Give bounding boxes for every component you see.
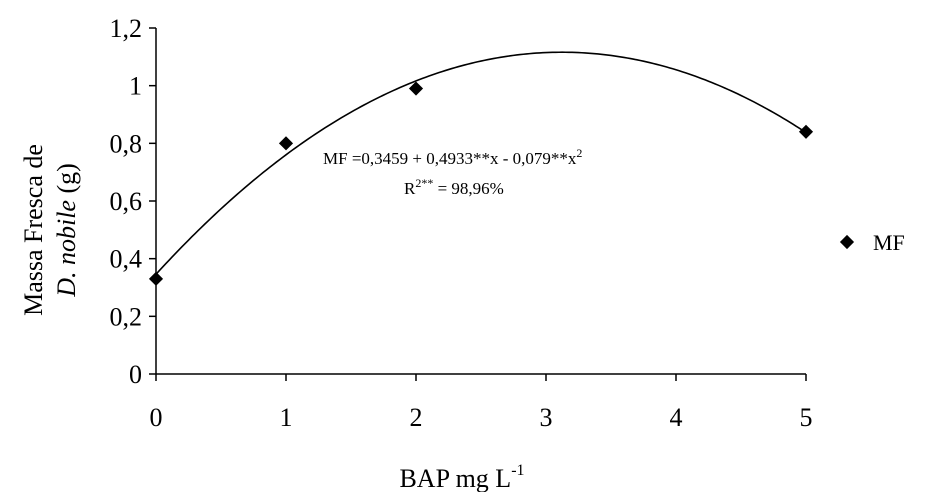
data-point	[408, 81, 424, 96]
x-tick-label: 0	[150, 403, 163, 432]
legend: MF	[839, 230, 905, 255]
equation-exponent: 2	[576, 146, 582, 160]
data-point	[148, 271, 164, 286]
y-tick-label: 1	[129, 72, 142, 101]
y-axis-title-line-1: Massa Fresca de	[19, 144, 48, 316]
trendline	[155, 51, 807, 275]
y-tick-label: 0,4	[110, 245, 143, 274]
x-tick-label: 5	[800, 403, 813, 432]
y-axis-title-unit: (g)	[52, 163, 81, 200]
legend-marker	[839, 234, 855, 250]
y-tick-label: 0	[129, 360, 142, 389]
x-axis-title-exponent: -1	[511, 462, 524, 479]
y-tick-labels: 0 0,2 0,4 0,6 0,8 1 1,2	[110, 14, 143, 389]
legend-label: MF	[873, 230, 905, 255]
y-tick-label: 0,6	[110, 187, 143, 216]
y-tick-label: 0,8	[110, 129, 143, 158]
x-tick-label: 4	[670, 403, 683, 432]
y-axis-title-line-2: D. nobile (g)	[52, 163, 81, 298]
x-axis-title: BAP mg L-1	[399, 462, 524, 492]
x-tick-label: 2	[410, 403, 423, 432]
x-tick-label: 3	[540, 403, 553, 432]
r2-value: = 98,96%	[433, 179, 504, 198]
x-tick-labels: 0 1 2 3 4 5	[150, 403, 813, 432]
equation-line-1: MF =0,3459 + 0,4933**x - 0,079**x2	[323, 146, 582, 168]
x-tick-label: 1	[280, 403, 293, 432]
y-tick-label: 0,2	[110, 302, 143, 331]
data-points	[148, 81, 814, 286]
equation-text: MF =0,3459 + 0,4933**x - 0,079**x	[323, 149, 577, 168]
y-axis-title-species: D. nobile	[52, 200, 81, 298]
equation-line-2: R2** = 98,96%	[404, 176, 504, 198]
r2-label: R	[404, 179, 416, 198]
y-tick-label: 1,2	[110, 14, 143, 43]
data-point	[798, 124, 814, 139]
x-axis-title-main: BAP mg L	[399, 464, 511, 492]
tick-marks	[149, 27, 807, 381]
axes	[155, 28, 806, 375]
r2-exponent: 2**	[415, 176, 433, 190]
data-point	[278, 136, 294, 151]
